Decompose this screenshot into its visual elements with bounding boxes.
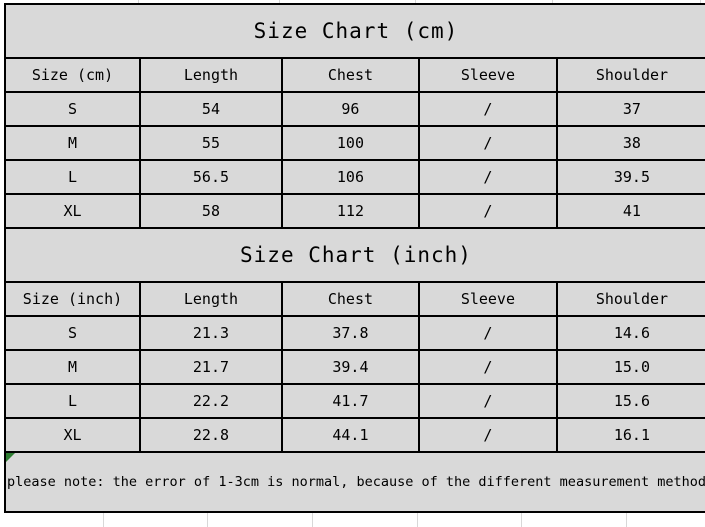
table-cell: 44.1 bbox=[280, 417, 420, 453]
table-cell: 41.7 bbox=[280, 383, 420, 419]
cm-column-header-size: Size (cm) bbox=[4, 57, 141, 93]
table-cell: 22.2 bbox=[138, 383, 283, 419]
gridline bbox=[626, 513, 627, 527]
table-cell: 14.6 bbox=[555, 315, 705, 351]
gridline bbox=[521, 513, 522, 527]
table-cell: 96 bbox=[280, 91, 420, 127]
gridline bbox=[138, 0, 139, 3]
table-cell: 100 bbox=[280, 125, 420, 161]
row-label: L bbox=[4, 383, 141, 419]
row-label: M bbox=[4, 349, 141, 385]
table-cell: 38 bbox=[555, 125, 705, 161]
table-cell: 16.1 bbox=[555, 417, 705, 453]
cm-column-header-sleeve: Sleeve bbox=[417, 57, 558, 93]
table-cell: 58 bbox=[138, 193, 283, 229]
gridline bbox=[207, 513, 208, 527]
inch-column-header-sleeve: Sleeve bbox=[417, 281, 558, 317]
table-cell: 55 bbox=[138, 125, 283, 161]
table-cell: 22.8 bbox=[138, 417, 283, 453]
row-label: L bbox=[4, 159, 141, 195]
gridline bbox=[103, 513, 104, 527]
table-cell: 56.5 bbox=[138, 159, 283, 195]
gridline bbox=[312, 513, 313, 527]
table-cell: 54 bbox=[138, 91, 283, 127]
inch-column-header-size: Size (inch) bbox=[4, 281, 141, 317]
inch-chart-title: Size Chart (inch) bbox=[4, 227, 705, 283]
table-cell: 37 bbox=[555, 91, 705, 127]
note-cell: please note: the error of 1-3cm is norma… bbox=[4, 451, 705, 513]
table-cell: 15.0 bbox=[555, 349, 705, 385]
cell-error-indicator-icon bbox=[6, 454, 15, 462]
table-cell: / bbox=[417, 193, 558, 229]
gridline bbox=[415, 0, 416, 3]
cm-chart-title: Size Chart (cm) bbox=[4, 3, 705, 59]
table-cell: 21.3 bbox=[138, 315, 283, 351]
row-label: XL bbox=[4, 417, 141, 453]
table-cell: 41 bbox=[555, 193, 705, 229]
note-text: please note: the error of 1-3cm is norma… bbox=[7, 474, 705, 490]
table-cell: 39.4 bbox=[280, 349, 420, 385]
table-cell: 21.7 bbox=[138, 349, 283, 385]
table-cell: 39.5 bbox=[555, 159, 705, 195]
size-chart-table: Size Chart (cm) Size (cm) Length Chest S… bbox=[4, 3, 705, 513]
gridline bbox=[700, 0, 701, 3]
table-cell: 15.6 bbox=[555, 383, 705, 419]
gridline bbox=[279, 0, 280, 3]
table-cell: 106 bbox=[280, 159, 420, 195]
gridline bbox=[417, 513, 418, 527]
table-cell: 112 bbox=[280, 193, 420, 229]
row-label: XL bbox=[4, 193, 141, 229]
inch-column-header-shoulder: Shoulder bbox=[555, 281, 705, 317]
table-cell: / bbox=[417, 159, 558, 195]
table-cell: 37.8 bbox=[280, 315, 420, 351]
row-label: S bbox=[4, 91, 141, 127]
inch-column-header-chest: Chest bbox=[280, 281, 420, 317]
table-cell: / bbox=[417, 383, 558, 419]
row-label: S bbox=[4, 315, 141, 351]
cm-column-header-chest: Chest bbox=[280, 57, 420, 93]
inch-column-header-length: Length bbox=[138, 281, 283, 317]
cm-column-header-shoulder: Shoulder bbox=[555, 57, 705, 93]
table-cell: / bbox=[417, 91, 558, 127]
table-cell: / bbox=[417, 125, 558, 161]
table-cell: / bbox=[417, 349, 558, 385]
cm-column-header-length: Length bbox=[138, 57, 283, 93]
gridline bbox=[552, 0, 553, 3]
table-cell: / bbox=[417, 417, 558, 453]
row-label: M bbox=[4, 125, 141, 161]
table-cell: / bbox=[417, 315, 558, 351]
